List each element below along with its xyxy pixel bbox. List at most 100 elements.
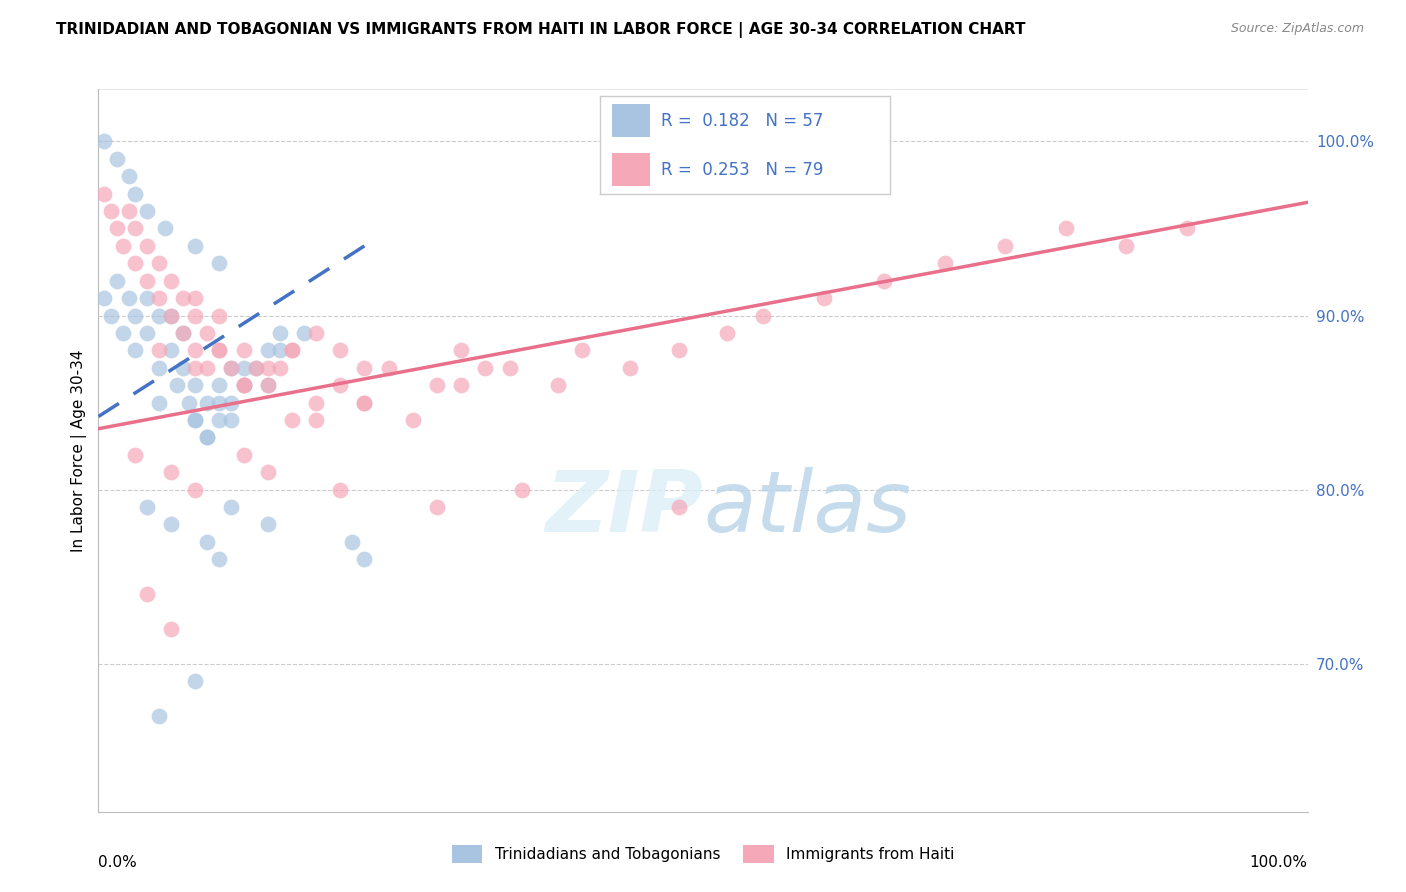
Point: [184, 239, 207, 253]
Point: [245, 360, 267, 375]
Point: [245, 360, 267, 375]
Point: [135, 204, 157, 219]
Point: [93, 135, 115, 149]
Point: [118, 204, 141, 219]
Point: [208, 256, 231, 270]
Point: [124, 343, 146, 358]
Point: [292, 326, 315, 340]
Point: [148, 395, 170, 409]
Point: [353, 360, 375, 375]
Point: [105, 221, 128, 235]
Point: [148, 309, 170, 323]
Point: [135, 239, 157, 253]
Point: [111, 326, 134, 340]
Point: [184, 343, 207, 358]
Point: [232, 378, 254, 392]
Point: [208, 378, 231, 392]
Point: [93, 186, 115, 201]
Point: [232, 378, 254, 392]
Legend: Trinidadians and Tobagonians, Immigrants from Haiti: Trinidadians and Tobagonians, Immigrants…: [446, 839, 960, 869]
Text: 0.0%: 0.0%: [98, 855, 138, 870]
Point: [1115, 239, 1137, 253]
Point: [100, 309, 122, 323]
Point: [184, 309, 207, 323]
Point: [269, 343, 291, 358]
Point: [105, 152, 128, 166]
Point: [195, 326, 218, 340]
Point: [118, 291, 141, 305]
Point: [221, 413, 243, 427]
Point: [184, 483, 207, 497]
Point: [153, 221, 176, 235]
Point: [232, 378, 254, 392]
Text: 100.0%: 100.0%: [1250, 855, 1308, 870]
Point: [221, 395, 243, 409]
Point: [329, 343, 352, 358]
Point: [208, 413, 231, 427]
Point: [221, 360, 243, 375]
Point: [160, 309, 183, 323]
Point: [353, 395, 375, 409]
Point: [118, 169, 141, 184]
Point: [184, 413, 207, 427]
Point: [305, 326, 328, 340]
Point: [281, 343, 304, 358]
Point: [105, 274, 128, 288]
Point: [160, 343, 183, 358]
Point: [256, 517, 278, 532]
Point: [474, 360, 496, 375]
Point: [221, 500, 243, 514]
Text: TRINIDADIAN AND TOBAGONIAN VS IMMIGRANTS FROM HAITI IN LABOR FORCE | AGE 30-34 C: TRINIDADIAN AND TOBAGONIAN VS IMMIGRANTS…: [56, 22, 1026, 38]
Point: [195, 534, 218, 549]
Point: [1054, 221, 1077, 235]
Text: atlas: atlas: [703, 467, 911, 549]
Point: [93, 291, 115, 305]
Point: [208, 309, 231, 323]
Point: [256, 378, 278, 392]
Point: [232, 448, 254, 462]
Point: [329, 483, 352, 497]
Point: [256, 343, 278, 358]
Point: [208, 343, 231, 358]
Point: [208, 552, 231, 566]
Point: [172, 360, 194, 375]
Point: [668, 343, 690, 358]
Point: [148, 256, 170, 270]
Point: [135, 274, 157, 288]
Point: [752, 309, 775, 323]
Y-axis label: In Labor Force | Age 30-34: In Labor Force | Age 30-34: [72, 349, 87, 552]
Point: [353, 552, 375, 566]
Point: [269, 360, 291, 375]
Point: [160, 309, 183, 323]
Point: [353, 395, 375, 409]
Point: [184, 291, 207, 305]
Point: [619, 360, 641, 375]
Point: [510, 483, 533, 497]
Point: [160, 465, 183, 479]
Point: [195, 360, 218, 375]
Text: ZIP: ZIP: [546, 467, 703, 549]
Point: [547, 378, 569, 392]
Point: [934, 256, 956, 270]
Point: [124, 309, 146, 323]
Point: [160, 622, 183, 636]
Point: [124, 256, 146, 270]
Point: [256, 360, 278, 375]
Point: [329, 378, 352, 392]
Point: [342, 534, 364, 549]
Point: [426, 378, 449, 392]
Point: [160, 274, 183, 288]
Point: [195, 430, 218, 444]
Point: [256, 378, 278, 392]
Point: [377, 360, 399, 375]
Point: [450, 378, 472, 392]
Point: [1175, 221, 1198, 235]
Point: [305, 395, 328, 409]
Point: [172, 326, 194, 340]
Point: [256, 465, 278, 479]
Point: [124, 221, 146, 235]
Point: [135, 500, 157, 514]
Point: [426, 500, 449, 514]
Point: [813, 291, 835, 305]
Point: [716, 326, 738, 340]
